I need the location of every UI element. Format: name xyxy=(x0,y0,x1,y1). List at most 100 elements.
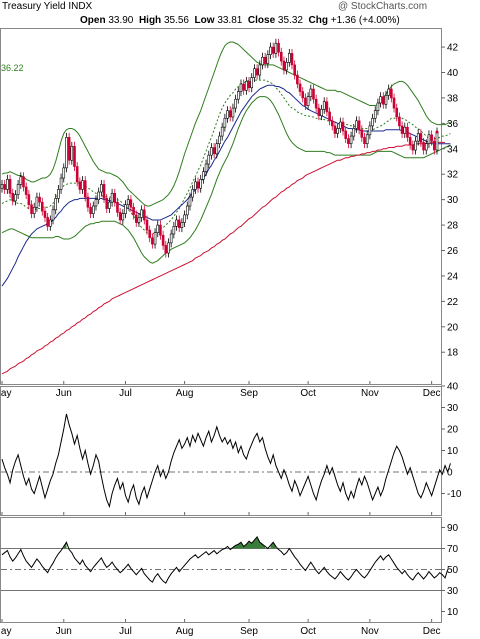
candle-body xyxy=(73,145,76,167)
candle-body xyxy=(398,116,401,127)
candle xyxy=(293,60,296,80)
candle xyxy=(19,172,23,189)
candle xyxy=(250,73,254,93)
candle xyxy=(390,84,393,103)
candle-body xyxy=(365,134,369,145)
candle-body xyxy=(422,142,425,151)
candle-body xyxy=(314,98,318,109)
candle-body xyxy=(35,196,39,208)
candle-body xyxy=(231,107,235,118)
candle-body xyxy=(373,110,377,119)
candle xyxy=(253,64,256,83)
candle xyxy=(215,139,219,159)
candle xyxy=(371,113,374,131)
candle xyxy=(306,92,310,111)
candle-body xyxy=(124,204,127,214)
candle-body xyxy=(381,96,385,105)
candle-body xyxy=(177,219,181,228)
candle-body xyxy=(228,110,232,118)
candle-body xyxy=(108,201,111,209)
candle xyxy=(16,179,20,200)
candle xyxy=(365,130,369,149)
candle xyxy=(177,215,181,233)
candle-body xyxy=(384,95,388,105)
y-tick-label: 18 xyxy=(447,348,459,359)
candle xyxy=(164,240,168,258)
candle xyxy=(333,121,337,138)
candle-body xyxy=(16,184,20,195)
candle xyxy=(239,79,243,97)
moving-average-fast-line xyxy=(1,84,451,287)
candle xyxy=(83,176,87,202)
candle-body xyxy=(65,137,68,169)
candle xyxy=(226,106,229,123)
candle-body xyxy=(194,181,197,190)
candle xyxy=(258,60,262,80)
candle-body xyxy=(148,229,151,239)
candle-body xyxy=(89,206,92,214)
candle xyxy=(8,174,12,198)
y-tick-label: 34 xyxy=(447,144,459,155)
candle xyxy=(387,84,390,100)
change-value: +1.36 (+4.00%) xyxy=(330,15,400,26)
candle xyxy=(218,131,221,149)
y-tick-label: 10 xyxy=(447,607,459,618)
y-tick-label: 42 xyxy=(447,43,459,54)
candle-body xyxy=(62,167,66,179)
candle xyxy=(360,125,364,142)
candle-body xyxy=(151,237,154,245)
candle xyxy=(40,197,44,216)
candle-body xyxy=(210,147,213,156)
candle xyxy=(35,192,39,212)
candle-body xyxy=(83,180,87,198)
candle-body xyxy=(285,62,288,71)
candle xyxy=(3,179,6,194)
candle-body xyxy=(371,117,374,127)
candle xyxy=(24,182,28,200)
candle xyxy=(194,177,197,194)
candle-body xyxy=(336,128,339,134)
candle xyxy=(312,84,315,104)
candle-body xyxy=(134,214,138,223)
candle xyxy=(349,131,353,149)
low-label: Low xyxy=(194,15,215,26)
candle xyxy=(381,92,385,109)
candle-body xyxy=(261,56,264,66)
candle-body xyxy=(325,101,329,113)
candle xyxy=(70,141,74,165)
candle-body xyxy=(414,140,417,151)
candle-body xyxy=(387,88,390,96)
x-month-label: May xyxy=(0,388,11,399)
candle xyxy=(336,123,339,138)
candle xyxy=(247,76,251,93)
candle xyxy=(145,215,149,235)
panel-frame-3 xyxy=(0,517,442,623)
candle xyxy=(422,137,425,155)
candle xyxy=(384,90,388,109)
candle-body xyxy=(301,91,305,99)
candle-body xyxy=(57,189,60,199)
candle-body xyxy=(403,126,407,134)
candle xyxy=(220,122,224,141)
candle-body xyxy=(406,126,409,138)
candle xyxy=(339,117,342,133)
y-tick-label: 20 xyxy=(447,425,459,436)
candle-body xyxy=(43,210,47,218)
candle xyxy=(344,126,348,144)
candle xyxy=(255,64,259,80)
candle xyxy=(304,93,307,111)
candle-body xyxy=(11,192,15,202)
candle-body xyxy=(306,96,310,106)
candle-body xyxy=(279,51,283,62)
candle xyxy=(242,79,245,95)
candle xyxy=(124,200,127,219)
candle xyxy=(416,129,420,146)
panel-frame-1 xyxy=(0,28,442,385)
watermark: @ StockCharts.com xyxy=(338,1,428,12)
candle-body xyxy=(8,179,12,194)
candle-body xyxy=(344,130,348,139)
candle-body xyxy=(245,81,248,91)
candle-body xyxy=(277,42,280,53)
candle-body xyxy=(86,196,90,208)
candle xyxy=(398,112,401,131)
